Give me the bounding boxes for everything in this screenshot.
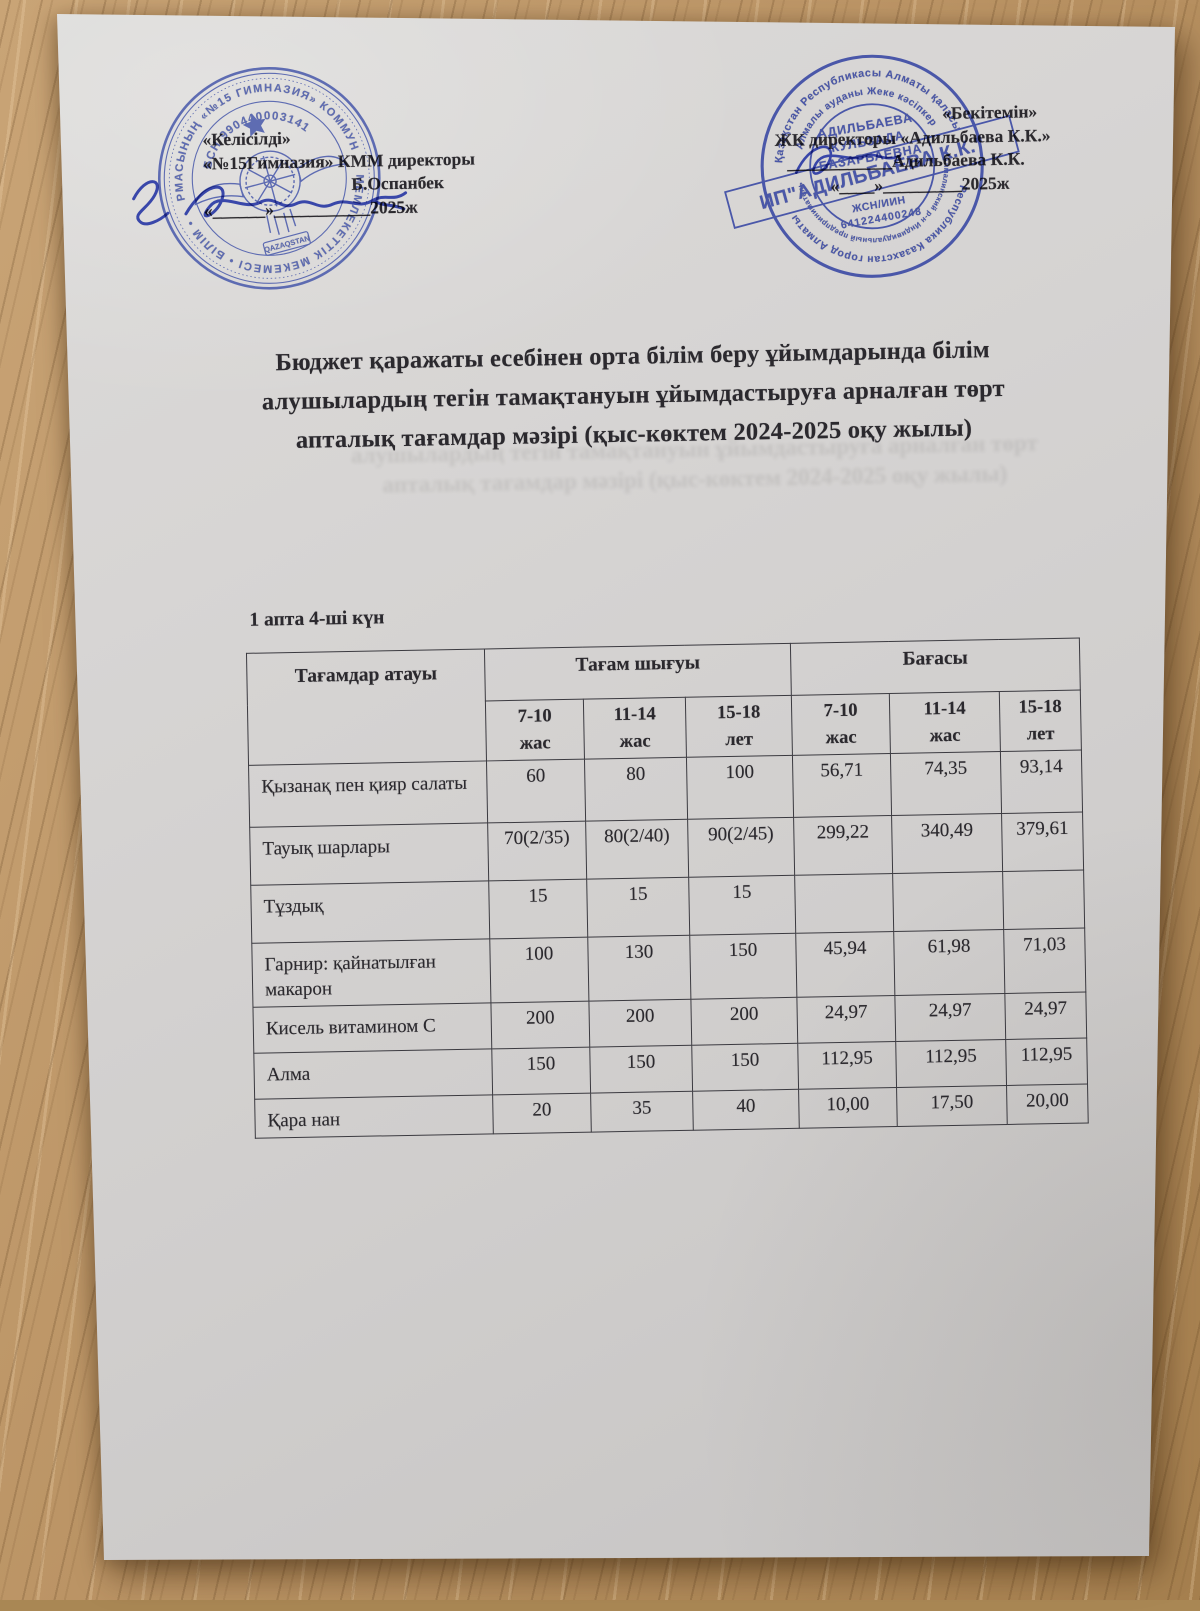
dish-name-cell: Қара нан xyxy=(254,1094,494,1139)
dish-name-cell: Гарнир: қайнатылған макарон xyxy=(251,938,491,1008)
value-cell: 24,97 xyxy=(894,993,1006,1042)
dish-column-header: Тағамдар атауы xyxy=(246,648,487,766)
value-cell: 150 xyxy=(491,1047,591,1095)
value-cell xyxy=(794,873,894,934)
value-cell: 20 xyxy=(492,1093,592,1134)
age-header: 11-14 жас xyxy=(889,691,1001,754)
value-cell: 379,61 xyxy=(1001,812,1084,872)
dish-name-cell: Алма xyxy=(253,1048,493,1100)
value-cell: 15 xyxy=(688,875,796,936)
price-group-header: Бағасы xyxy=(790,638,1081,696)
value-cell: 56,71 xyxy=(792,753,892,818)
value-cell: 40 xyxy=(692,1089,800,1131)
gymnasium-stamp: БАСҚАРМАСЫНЫҢ «№15 ГИМНАЗИЯ» КОММУНАЛДЫҚ… xyxy=(120,34,385,296)
value-cell xyxy=(1002,870,1085,930)
value-cell: 112,95 xyxy=(1005,1037,1088,1086)
value-cell: 112,95 xyxy=(895,1039,1007,1088)
value-cell: 150 xyxy=(691,1043,799,1092)
age-header: 15-18 лет xyxy=(685,695,793,758)
value-cell: 70(2/35) xyxy=(487,821,587,881)
value-cell: 17,50 xyxy=(896,1085,1008,1127)
director-signature-right xyxy=(794,145,902,175)
value-cell: 74,35 xyxy=(890,751,1002,816)
value-cell: 24,97 xyxy=(1004,992,1087,1040)
value-cell: 112,95 xyxy=(797,1041,897,1090)
value-cell: 35 xyxy=(590,1091,694,1133)
age-header: 7-10 жас xyxy=(485,699,585,761)
value-cell: 90(2/45) xyxy=(687,817,795,878)
value-cell: 15 xyxy=(586,877,690,938)
value-cell: 340,49 xyxy=(891,813,1003,874)
value-cell: 45,94 xyxy=(795,931,895,998)
value-cell: 80 xyxy=(584,757,688,822)
output-group-header: Тағам шығуы xyxy=(484,643,792,701)
dish-name-cell: Тұздық xyxy=(250,880,490,944)
value-cell: 10,00 xyxy=(798,1087,898,1129)
value-cell: 200 xyxy=(490,1001,590,1049)
value-cell: 61,98 xyxy=(893,929,1005,996)
value-cell: 100 xyxy=(489,937,589,1003)
value-cell: 150 xyxy=(589,1045,693,1094)
dish-name-cell: Кисель витамином С xyxy=(252,1002,492,1054)
value-cell: 200 xyxy=(690,997,798,1046)
value-cell: 100 xyxy=(686,755,794,820)
entrepreneur-stamp: Қазақстан Республикасы Алматы қаласы Алм… xyxy=(724,52,1020,280)
value-cell: 24,97 xyxy=(796,995,896,1044)
age-header: 7-10 жас xyxy=(791,693,891,756)
director-signature-left xyxy=(132,180,408,226)
value-cell xyxy=(892,871,1004,932)
week-day-label: 1 апта 4-ші күн xyxy=(249,607,385,631)
dish-name-cell: Тауық шарлары xyxy=(249,822,489,886)
value-cell: 150 xyxy=(689,933,797,1000)
value-cell: 15 xyxy=(488,879,588,939)
value-cell: 71,03 xyxy=(1003,928,1086,994)
value-cell: 80(2/40) xyxy=(585,819,689,880)
value-cell: 130 xyxy=(587,935,691,1002)
value-cell: 200 xyxy=(588,999,692,1048)
dish-name-cell: Қызанақ пен қияр салаты xyxy=(248,760,488,828)
value-cell: 20,00 xyxy=(1006,1083,1089,1125)
value-cell: 60 xyxy=(486,759,586,823)
age-header: 11-14 жас xyxy=(583,697,687,760)
menu-table: Тағамдар атауы Тағам шығуы Бағасы 7-10 ж… xyxy=(246,638,1089,1139)
age-header: 15-18 лет xyxy=(999,690,1082,752)
value-cell: 93,14 xyxy=(1000,750,1083,814)
value-cell: 299,22 xyxy=(793,815,893,876)
